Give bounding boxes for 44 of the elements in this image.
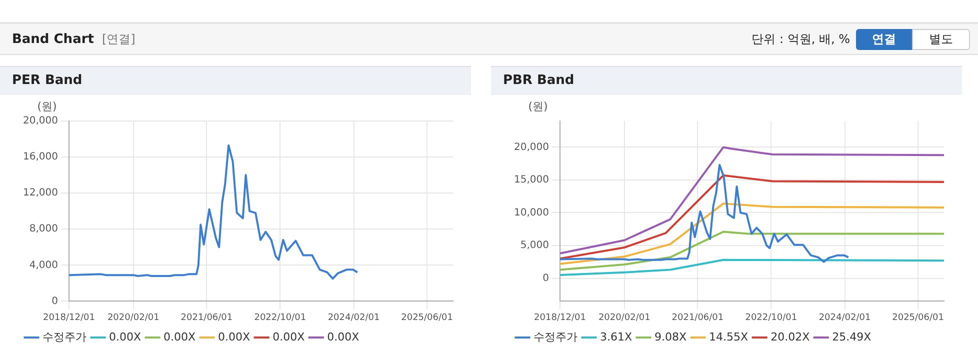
legend-label: 수정주가 — [534, 330, 578, 344]
y-tick-label: 0 — [52, 296, 58, 307]
legend-label: 수정주가 — [42, 330, 86, 344]
x-tick-label: 2024/02/01 — [818, 312, 871, 323]
x-tick-label: 2024/02/01 — [328, 312, 380, 323]
legend-label: 20.02X — [770, 330, 810, 344]
y-tick-label: 20,000 — [514, 142, 549, 153]
y-tick-label: 10,000 — [514, 207, 549, 218]
legend-label: 0.00X — [327, 330, 360, 344]
legend-label: 9.08X — [654, 330, 688, 344]
y-tick-label: 8,000 — [29, 224, 58, 235]
chart-title: PBR Band — [491, 66, 962, 95]
y-tick-label: 16,000 — [22, 152, 58, 163]
y-tick-label: 4,000 — [29, 260, 58, 271]
x-tick-label: 2025/06/01 — [892, 312, 944, 323]
y-tick-label: 12,000 — [22, 188, 58, 199]
x-tick-label: 2018/12/01 — [43, 312, 95, 323]
y-tick-label: 20,000 — [22, 116, 58, 127]
text: 단위 : 억원, 배, % — [752, 30, 850, 48]
x-tick-label: 2020/02/01 — [107, 312, 160, 323]
text: [연결] — [102, 30, 136, 48]
text: 별도 — [912, 28, 970, 50]
y-axis-title: (원) — [528, 100, 548, 113]
x-tick-label: 2021/06/01 — [180, 312, 233, 323]
chart-title: PER Band — [0, 66, 471, 95]
legend-label: 25.49X — [832, 330, 872, 344]
legend-label: 0.00X — [218, 330, 251, 344]
legend-label: 0.00X — [164, 330, 196, 344]
y-tick-label: 0 — [542, 272, 549, 284]
text: 연결 — [856, 28, 912, 50]
y-tick-label: 5,000 — [520, 240, 549, 252]
x-tick-label: 2020/02/01 — [598, 312, 650, 323]
y-axis-title: (원) — [37, 100, 57, 113]
legend-label: 0.00X — [272, 330, 306, 344]
x-tick-label: 2022/10/01 — [745, 312, 798, 323]
y-tick-label: 15,000 — [514, 174, 549, 186]
legend-label: 3.61X — [600, 330, 632, 344]
x-tick-label: 2025/06/01 — [401, 312, 453, 323]
legend-label: 0.00X — [109, 330, 142, 344]
x-tick-label: 2021/06/01 — [672, 312, 724, 323]
x-tick-label: 2018/12/01 — [534, 312, 586, 323]
legend-label: 14.55X — [709, 330, 749, 344]
text: Band Chart — [12, 32, 94, 46]
x-tick-label: 2022/10/01 — [254, 312, 306, 323]
